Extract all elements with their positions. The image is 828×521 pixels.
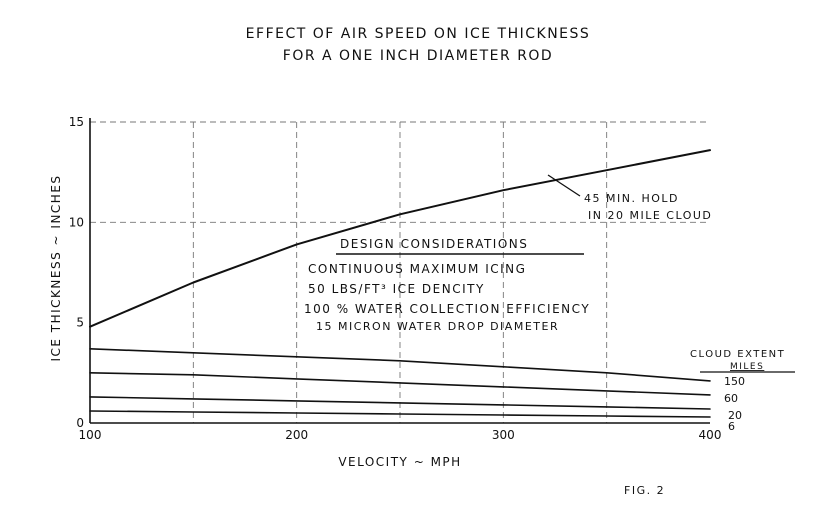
design-item-1: CONTINUOUS MAXIMUM ICING	[308, 262, 526, 276]
x-tick-label: 200	[285, 428, 308, 442]
y-tick-label: 10	[69, 215, 84, 229]
design-item-2: 50 LBS/FT³ ICE DENCITY	[308, 282, 485, 296]
legend-label: 20	[728, 409, 742, 422]
figure-label: FIG. 2	[624, 484, 665, 497]
curve-label-line2: IN 20 MILE CLOUD	[588, 209, 712, 222]
chart-subtitle: FOR A ONE INCH DIAMETER ROD	[283, 48, 553, 64]
x-axis-label: VELOCITY ~ MPH	[338, 455, 461, 469]
legend-label: 6	[728, 420, 735, 433]
y-tick-label: 5	[76, 316, 84, 330]
y-tick-label: 15	[69, 115, 84, 129]
x-tick-label: 300	[492, 428, 515, 442]
design-header: DESIGN CONSIDERATIONS	[340, 237, 528, 251]
series-lines	[89, 149, 711, 418]
x-tick-label: 400	[699, 428, 722, 442]
y-tick-label: 0	[76, 416, 84, 430]
legend-label: 150	[724, 375, 745, 388]
grid-lines	[90, 121, 710, 423]
series-line-cloud	[89, 410, 711, 418]
curve-leader-line	[547, 174, 581, 197]
legend-subtitle: MILES	[730, 362, 764, 372]
legend-labels: 150 60 206	[724, 375, 745, 433]
series-line-hold	[89, 149, 711, 328]
design-item-3: 100 % WATER COLLECTION EFFICIENCY	[304, 302, 590, 316]
design-item-4: 15 MICRON WATER DROP DIAMETER	[316, 320, 559, 333]
series-line-cloud	[89, 396, 711, 410]
series-line-cloud	[89, 372, 711, 396]
legend-label: 60	[724, 392, 738, 405]
chart-title: EFFECT OF AIR SPEED ON ICE THICKNESS	[246, 26, 591, 42]
x-tick-label: 100	[79, 428, 102, 442]
tick-labels: 100 200 300 400 0 5 10 15	[69, 115, 722, 442]
curve-label-line1: 45 MIN. HOLD	[584, 192, 679, 205]
series-line-cloud	[89, 348, 711, 382]
legend-title: CLOUD EXTENT	[690, 349, 785, 360]
y-axis-label: ICE THICKNESS ~ INCHES	[49, 174, 63, 361]
